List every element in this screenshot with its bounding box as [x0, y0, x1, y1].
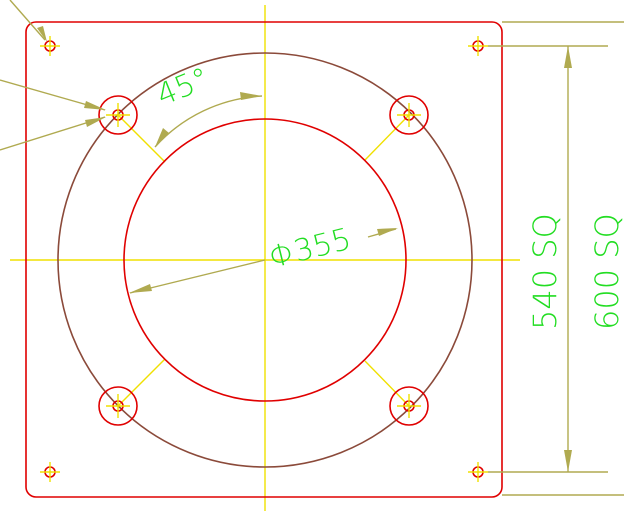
bolt-holes	[98, 95, 429, 426]
bolt-circle	[57, 52, 473, 468]
center-lines	[10, 5, 520, 511]
plate-outline	[25, 21, 503, 498]
corner-holes	[40, 36, 488, 482]
angle-label: 45°	[152, 61, 214, 113]
diameter-label: Φ355	[265, 222, 354, 276]
outer-square-label: 600 SQ	[588, 213, 624, 330]
dimensions	[0, 0, 624, 496]
bore-circle	[123, 118, 407, 402]
inner-square-label: 540 SQ	[526, 213, 564, 330]
